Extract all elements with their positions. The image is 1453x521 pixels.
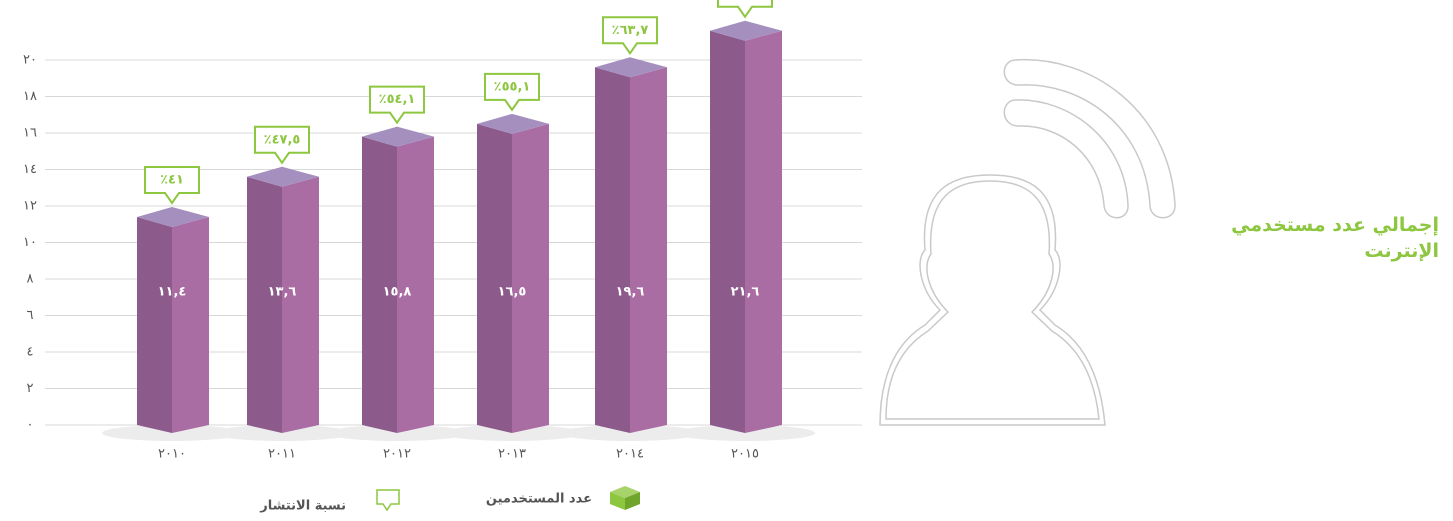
bar-face-left <box>477 123 512 433</box>
bar-value-label: ١٩,٦ <box>616 285 645 300</box>
bar-value-label: ١١,٤ <box>158 285 187 300</box>
callout <box>602 16 658 56</box>
bar-value-label: ١٦,٥ <box>498 285 527 300</box>
bar <box>137 206 209 433</box>
y-tick-label: ٢٠ <box>23 53 37 68</box>
side-title: إجمالي عدد مستخدمي الإنترنت <box>1231 214 1439 262</box>
bar-face-right <box>172 216 209 433</box>
legend-label: نسبة الانتشار <box>259 499 346 514</box>
y-tick-label: ٠ <box>27 418 34 433</box>
bar-face-left <box>710 30 745 434</box>
bar <box>247 166 319 434</box>
bar-face-left <box>247 176 282 434</box>
callout-label: ٪٦٣,٧ <box>612 23 649 38</box>
bar-top <box>595 57 667 78</box>
callout-label: ٪٦٨,٥ <box>727 0 764 1</box>
bar-value-label: ١٥,٨ <box>383 285 412 300</box>
x-tick-label: ٢٠١١ <box>268 447 296 462</box>
bar-face-right <box>745 30 782 434</box>
x-tick-label: ٢٠١٣ <box>498 447 526 462</box>
callout-label: ٪٥٥,١ <box>494 79 531 94</box>
bar <box>595 57 667 434</box>
callout <box>484 72 540 112</box>
bar-face-left <box>362 136 397 433</box>
legend-callout-icon <box>376 489 400 512</box>
legend-label: عدد المستخدمين <box>486 492 592 507</box>
y-tick-label: ١٢ <box>23 199 37 214</box>
bar-top <box>477 113 549 134</box>
x-tick-label: ٢٠١٠ <box>158 447 186 462</box>
bar-face-right <box>512 123 549 433</box>
callout <box>144 165 200 205</box>
bar <box>362 126 434 433</box>
bar-face-right <box>630 67 667 434</box>
y-tick-label: ١٠ <box>23 235 37 250</box>
bar-face-left <box>137 216 172 433</box>
callout-label: ٪٥٤,١ <box>379 92 416 107</box>
legend-cube-left <box>610 492 625 510</box>
head-icon <box>879 58 1176 426</box>
x-tick-label: ٢٠١٥ <box>731 447 759 462</box>
bar <box>710 20 782 434</box>
y-tick-label: ٢ <box>27 381 34 396</box>
bar-top <box>247 166 319 187</box>
bar-top <box>362 126 434 147</box>
bar-value-label: ٢١,٦ <box>731 285 760 300</box>
x-tick-label: ٢٠١٢ <box>383 447 411 462</box>
y-tick-label: ٤ <box>27 345 34 360</box>
bar-top <box>137 206 209 227</box>
y-tick-label: ٦ <box>27 308 34 323</box>
bar-face-right <box>397 136 434 433</box>
y-tick-label: ١٦ <box>23 126 37 141</box>
callout-label: ٪٤٧,٥ <box>264 132 301 147</box>
callout <box>369 85 425 125</box>
x-tick-label: ٢٠١٤ <box>616 447 644 462</box>
legend-cube-right <box>625 492 640 510</box>
bar <box>477 113 549 433</box>
bar-face-right <box>282 176 319 434</box>
bar-top <box>710 20 782 41</box>
callout <box>254 125 310 165</box>
bar-value-label: ١٣,٦ <box>268 285 297 300</box>
bar-face-left <box>595 67 630 434</box>
callout <box>717 0 773 19</box>
y-tick-label: ١٤ <box>23 162 37 177</box>
callout-label: ٪٤١ <box>160 172 184 187</box>
y-tick-label: ١٨ <box>23 89 37 104</box>
y-tick-label: ٨ <box>27 272 34 287</box>
